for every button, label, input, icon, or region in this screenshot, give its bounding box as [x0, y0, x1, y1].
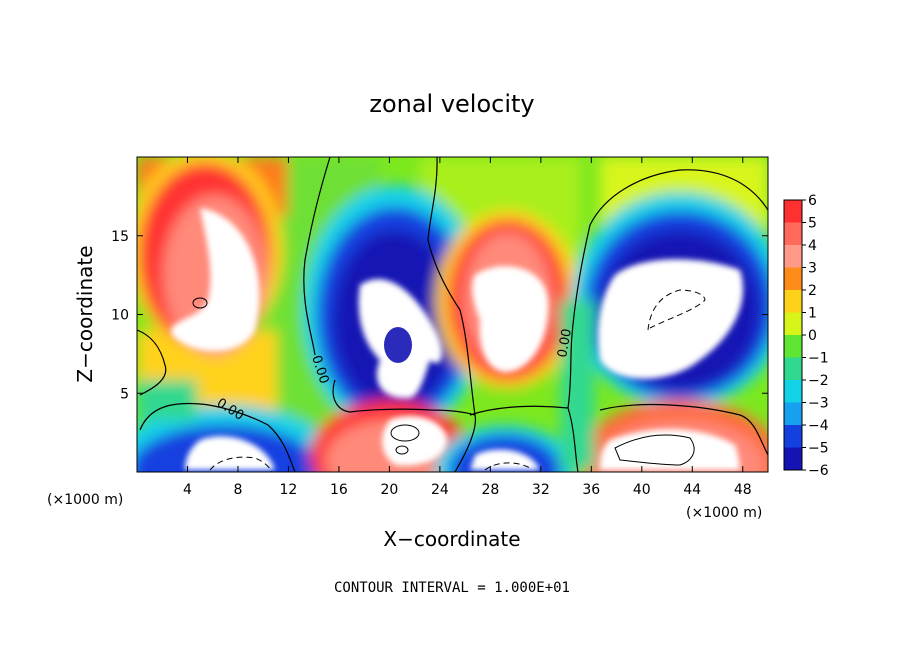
y-tick-label: 5 — [120, 386, 129, 402]
colorbar-swatch — [784, 335, 802, 358]
x-tick-label: 24 — [431, 482, 449, 498]
colorbar-swatch — [784, 222, 802, 245]
x-tick-label: 48 — [734, 482, 752, 498]
chart-title: zonal velocity — [369, 90, 534, 118]
x-tick-label: 20 — [380, 482, 398, 498]
plot-area: 0.00 0.00 0.00 — [137, 157, 768, 472]
colorbar-label: −1 — [808, 351, 829, 367]
colorbar-swatch — [784, 245, 802, 268]
x-tick-label: 8 — [233, 482, 242, 498]
colorbar-swatch — [784, 380, 802, 403]
colorbar-label: 6 — [808, 193, 817, 209]
colorbar-swatch — [784, 290, 802, 313]
colorbar-label: −6 — [808, 463, 829, 479]
colorbar-label: 4 — [808, 238, 817, 254]
y-tick-label: 15 — [111, 229, 129, 245]
x-unit-label-right: (×1000 m) — [686, 505, 762, 521]
contour-label: 0.00 — [555, 328, 575, 359]
colorbar-swatch — [784, 425, 802, 448]
colorbar-swatch — [784, 200, 802, 223]
x-tick-label: 36 — [582, 482, 600, 498]
x-axis: 4 8 12 16 20 24 28 32 36 40 44 48 — [183, 157, 752, 498]
x-tick-label: 28 — [481, 482, 499, 498]
y-axis-label: Z−coordinate — [73, 245, 97, 382]
x-tick-label: 44 — [683, 482, 701, 498]
colorbar-label: 5 — [808, 216, 817, 232]
x-tick-label: 32 — [532, 482, 550, 498]
colorbar: 6 5 4 3 2 1 0 −1 −2 −3 −4 −5 −6 — [783, 193, 829, 479]
colorbar-label: 0 — [808, 328, 817, 344]
colorbar-label: −2 — [808, 373, 829, 389]
colorbar-label: 2 — [808, 283, 817, 299]
x-tick-label: 16 — [330, 482, 348, 498]
x-tick-label: 40 — [633, 482, 651, 498]
colorbar-label: −4 — [808, 418, 829, 434]
x-tick-label: 4 — [183, 482, 192, 498]
colorbar-swatch — [784, 312, 802, 335]
colorbar-label: 1 — [808, 306, 817, 322]
y-axis: 5 10 15 — [111, 229, 768, 402]
colorbar-label: −5 — [808, 441, 829, 457]
colorbar-swatch — [784, 447, 802, 470]
x-tick-label: 12 — [280, 482, 298, 498]
colorbar-swatch — [784, 267, 802, 290]
x-unit-label-left: (×1000 m) — [47, 492, 123, 508]
y-tick-label: 10 — [111, 308, 129, 324]
colorbar-label: 3 — [808, 261, 817, 277]
x-axis-label: X−coordinate — [383, 527, 520, 551]
colorbar-swatch — [784, 357, 802, 380]
contour-interval-note: CONTOUR INTERVAL = 1.000E+01 — [334, 580, 570, 596]
colorbar-swatch — [784, 402, 802, 425]
colorbar-label: −3 — [808, 396, 829, 412]
